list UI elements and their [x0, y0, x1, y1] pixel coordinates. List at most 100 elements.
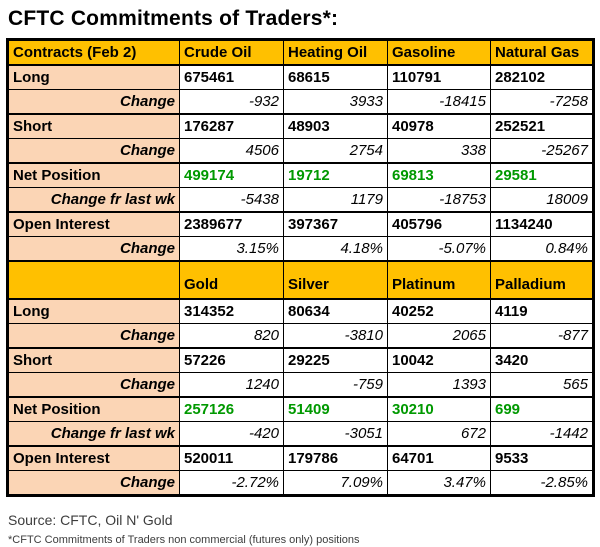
value-cell: 10042 [387, 347, 491, 373]
value-cell: -7258 [490, 89, 594, 115]
value-cell: 179786 [283, 445, 388, 471]
value-cell: 7.09% [283, 470, 388, 496]
table-row: Change -2.72% 7.09% 3.47% -2.85% [7, 470, 594, 496]
value-cell: 252521 [490, 113, 594, 139]
table-row: Change 1240 -759 1393 565 [7, 372, 594, 398]
table-row: Change 820 -3810 2065 -877 [7, 323, 594, 349]
value-cell: 57226 [179, 347, 284, 373]
value-cell: 19712 [283, 162, 388, 188]
value-cell: 64701 [387, 445, 491, 471]
value-cell: 3.15% [179, 236, 284, 262]
table-row: Long 314352 80634 40252 4119 [7, 298, 594, 324]
commodity-column-header: Gold [179, 260, 284, 300]
page: CFTC Commitments of Traders*: Contracts … [0, 7, 600, 546]
value-cell: 520011 [179, 445, 284, 471]
value-cell: 40978 [387, 113, 491, 139]
commodity-column-header: Silver [283, 260, 388, 300]
table-row: Short 57226 29225 10042 3420 [7, 347, 594, 373]
value-cell: -759 [283, 372, 388, 398]
cot-table: Contracts (Feb 2) Crude Oil Heating Oil Gas… [6, 38, 595, 497]
row-label: Change fr last wk [7, 187, 180, 213]
value-cell: 3933 [283, 89, 388, 115]
commodity-column-header: Crude Oil [179, 38, 284, 66]
section-header-row: Gold Silver Platinum Palladium [7, 260, 594, 300]
row-label: Net Position [7, 162, 180, 188]
commodity-column-header: Heating Oil [283, 38, 388, 66]
row-label: Short [7, 113, 180, 139]
value-cell: 405796 [387, 211, 491, 237]
value-cell: 30210 [387, 396, 491, 422]
row-label: Net Position [7, 396, 180, 422]
row-label: Change [7, 323, 180, 349]
value-cell: 110791 [387, 64, 491, 90]
value-cell: 40252 [387, 298, 491, 324]
value-cell: 1240 [179, 372, 284, 398]
footnote-text: *CFTC Commitments of Traders non commerc… [8, 534, 360, 546]
table-row: Change 4506 2754 338 -25267 [7, 138, 594, 164]
value-cell: 0.84% [490, 236, 594, 262]
value-cell: -2.72% [179, 470, 284, 496]
value-cell: 51409 [283, 396, 388, 422]
table-row: Change -932 3933 -18415 -7258 [7, 89, 594, 115]
row-label: Open Interest [7, 211, 180, 237]
value-cell: 1179 [283, 187, 388, 213]
table-row: Long 675461 68615 110791 282102 [7, 64, 594, 90]
value-cell: 397367 [283, 211, 388, 237]
table-row: Open Interest 2389677 397367 405796 1134240 [7, 211, 594, 237]
row-label: Change [7, 372, 180, 398]
row-label: Short [7, 347, 180, 373]
table-row: Net Position 499174 19712 69813 29581 [7, 162, 594, 188]
value-cell: 4506 [179, 138, 284, 164]
value-cell: 3.47% [387, 470, 491, 496]
row-label: Change [7, 470, 180, 496]
page-title: CFTC Commitments of Traders*: [8, 7, 339, 30]
value-cell: 2754 [283, 138, 388, 164]
value-cell: -25267 [490, 138, 594, 164]
value-cell: -3810 [283, 323, 388, 349]
value-cell: -1442 [490, 421, 594, 447]
table-row: Change fr last wk -5438 1179 -18753 18009 [7, 187, 594, 213]
value-cell: 282102 [490, 64, 594, 90]
value-cell: 1134240 [490, 211, 594, 237]
value-cell: 4.18% [283, 236, 388, 262]
value-cell: 672 [387, 421, 491, 447]
row-label: Change [7, 236, 180, 262]
value-cell: -877 [490, 323, 594, 349]
value-cell: 1393 [387, 372, 491, 398]
commodity-column-header: Palladium [490, 260, 594, 300]
value-cell: 257126 [179, 396, 284, 422]
value-cell: 499174 [179, 162, 284, 188]
value-cell: 820 [179, 323, 284, 349]
row-label: Long [7, 64, 180, 90]
source-text: Source: CFTC, Oil N' Gold [8, 512, 173, 528]
value-cell: 675461 [179, 64, 284, 90]
footer: Source: CFTC, Oil N' Gold *CFTC Commitme… [8, 512, 594, 546]
value-cell: 4119 [490, 298, 594, 324]
value-cell: 2389677 [179, 211, 284, 237]
row-label-column-header [7, 260, 180, 300]
value-cell: 338 [387, 138, 491, 164]
value-cell: -420 [179, 421, 284, 447]
value-cell: 68615 [283, 64, 388, 90]
value-cell: 29225 [283, 347, 388, 373]
value-cell: 2065 [387, 323, 491, 349]
row-label: Change fr last wk [7, 421, 180, 447]
commodity-column-header: Platinum [387, 260, 491, 300]
row-label: Change [7, 138, 180, 164]
commodity-column-header: Natural Gas [490, 38, 594, 66]
section-header-row: Contracts (Feb 2) Crude Oil Heating Oil Gas… [7, 38, 594, 66]
table-row: Change 3.15% 4.18% -5.07% 0.84% [7, 236, 594, 262]
row-label: Change [7, 89, 180, 115]
value-cell: 48903 [283, 113, 388, 139]
value-cell: 18009 [490, 187, 594, 213]
value-cell: -3051 [283, 421, 388, 447]
value-cell: 69813 [387, 162, 491, 188]
value-cell: 9533 [490, 445, 594, 471]
row-label: Long [7, 298, 180, 324]
value-cell: 80634 [283, 298, 388, 324]
value-cell: -18753 [387, 187, 491, 213]
value-cell: -5438 [179, 187, 284, 213]
table-row: Short 176287 48903 40978 252521 [7, 113, 594, 139]
value-cell: -2.85% [490, 470, 594, 496]
value-cell: 3420 [490, 347, 594, 373]
